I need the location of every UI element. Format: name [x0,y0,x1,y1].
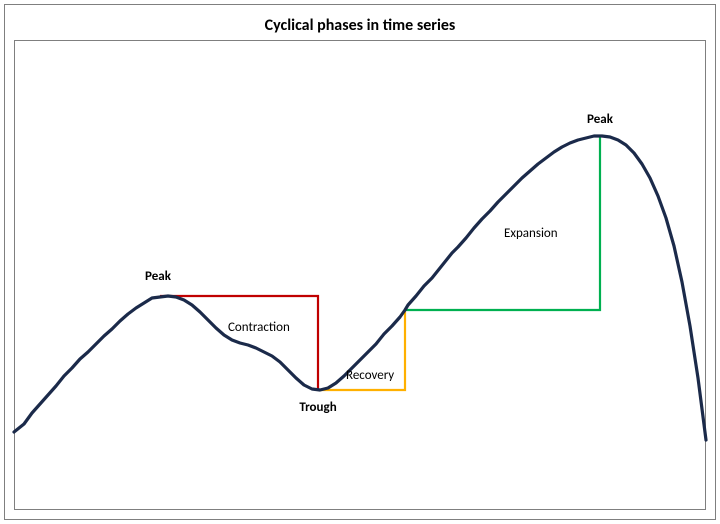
label-expansion: Expansion [504,226,558,241]
expansion-phase-line [405,136,600,310]
time-series-curve [14,136,706,440]
label-peak-2: Peak [540,112,660,127]
label-contraction: Contraction [228,320,290,335]
label-peak-1: Peak [98,269,218,284]
label-recovery: Recovery [346,368,394,383]
chart-svg [0,0,720,524]
label-trough: Trough [258,400,378,415]
